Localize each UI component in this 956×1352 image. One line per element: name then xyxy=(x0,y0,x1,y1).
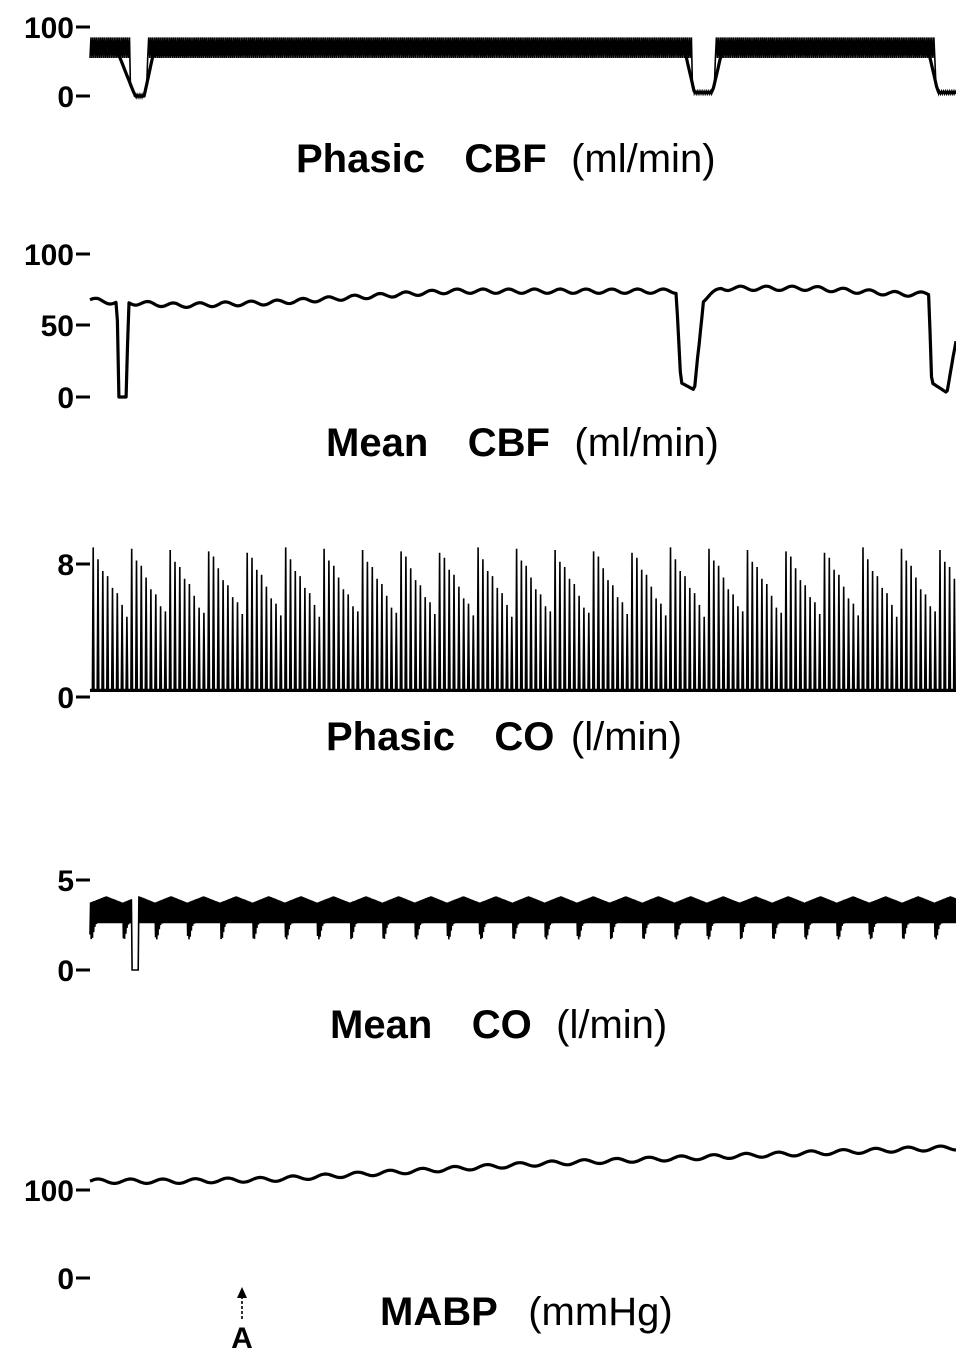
y-tick-label-0: 0 xyxy=(57,955,74,988)
panel-mean-cbf: 100 50 0 Mean CBF (ml/min) xyxy=(24,239,956,465)
marker-arrow-head xyxy=(237,1287,247,1298)
y-tick-label-0: 0 xyxy=(57,1263,74,1296)
y-tick-label-8: 8 xyxy=(57,549,74,582)
series-line-phasic-cbf xyxy=(89,37,956,100)
panel-title: Mean CO (l/min) xyxy=(330,1003,667,1047)
y-tick-label-50: 50 xyxy=(41,310,74,343)
trace-mabp xyxy=(89,1144,956,1185)
series-line-phasic-co xyxy=(90,547,956,692)
panel-title: Phasic CO (l/min) xyxy=(326,715,682,759)
marker-arrow xyxy=(237,1287,247,1320)
marker-label: A xyxy=(231,1322,253,1352)
series-line-mean-cbf xyxy=(89,284,956,399)
y-tick-label-100: 100 xyxy=(24,12,74,45)
panel-phasic-cbf: 100 0 Phasic CBF (ml/min) xyxy=(24,12,956,181)
panel-title: Mean CBF (ml/min) xyxy=(326,421,719,465)
y-tick-label-0: 0 xyxy=(57,682,74,715)
y-tick-label-5: 5 xyxy=(57,865,74,898)
panel-mabp: 100 0 A MABP (mmHg) xyxy=(24,1144,956,1352)
y-tick-label-0: 0 xyxy=(57,81,74,114)
trace-phasic-co xyxy=(90,547,956,692)
series-envelope-phasic-cbf xyxy=(89,47,956,98)
y-tick-label-100: 100 xyxy=(24,239,74,272)
series-line-mean-co xyxy=(89,896,956,971)
panel-title: MABP (mmHg) xyxy=(380,1290,673,1334)
panel-mean-co: 5 0 Mean CO (l/min) xyxy=(57,865,956,1047)
y-tick-label-0: 0 xyxy=(57,382,74,415)
trace-mean-co xyxy=(89,896,956,971)
trace-mean-cbf xyxy=(89,284,956,399)
trace-phasic-cbf xyxy=(89,37,956,100)
panel-title: Phasic CBF (ml/min) xyxy=(296,137,716,181)
panel-phasic-co: 8 0 Phasic CO (l/min) xyxy=(57,547,956,759)
series-line-mabp xyxy=(89,1144,956,1185)
y-tick-label-100: 100 xyxy=(24,1175,74,1208)
